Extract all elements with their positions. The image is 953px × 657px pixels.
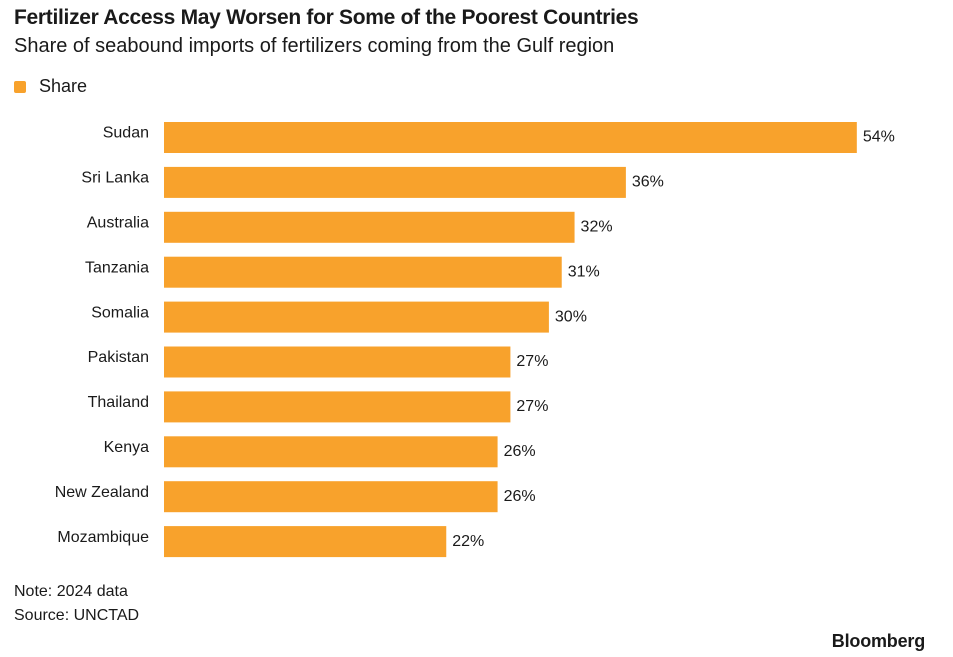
bar	[164, 346, 511, 378]
category-label: Sudan	[103, 125, 149, 142]
value-label: 54%	[863, 129, 895, 146]
bar	[164, 391, 511, 423]
bloomberg-logo: Bloomberg	[831, 631, 925, 651]
bar	[164, 436, 498, 468]
category-label: Somalia	[91, 304, 149, 321]
bar	[164, 122, 857, 153]
category-label: Kenya	[104, 439, 149, 456]
bar	[164, 526, 447, 558]
value-label: 32%	[581, 219, 613, 236]
bar	[164, 301, 549, 333]
value-label: 26%	[504, 443, 536, 460]
category-label: New Zealand	[55, 484, 149, 501]
value-label: 27%	[516, 398, 548, 415]
bar-chart: Sudan 54% Sri Lanka 36% Australia 32% Tanzania…	[55, 122, 895, 558]
value-label: 30%	[555, 308, 587, 325]
category-label: Tanzania	[85, 259, 149, 276]
bar	[164, 481, 498, 513]
bar	[164, 166, 626, 198]
value-label: 22%	[452, 533, 484, 550]
value-label: 31%	[568, 263, 600, 280]
bar	[164, 211, 575, 243]
note-text: Note: 2024 data	[14, 583, 128, 600]
category-label: Australia	[87, 215, 149, 232]
value-label: 26%	[504, 488, 536, 505]
legend-swatch	[14, 80, 26, 93]
source-text: Source: UNCTAD	[14, 607, 140, 624]
category-label: Sri Lanka	[81, 170, 149, 187]
category-label: Thailand	[88, 394, 149, 411]
category-label: Mozambique	[57, 529, 149, 546]
legend-label: Share	[39, 76, 88, 96]
legend: Share	[14, 76, 87, 97]
value-label: 36%	[632, 174, 664, 191]
bar	[164, 256, 562, 288]
category-label: Pakistan	[88, 349, 149, 366]
value-label: 27%	[516, 353, 548, 370]
chart-title: Fertilizer Access May Worsen for Some of…	[14, 6, 639, 29]
chart-subtitle: Share of seabound imports of fertilizers…	[14, 35, 615, 57]
